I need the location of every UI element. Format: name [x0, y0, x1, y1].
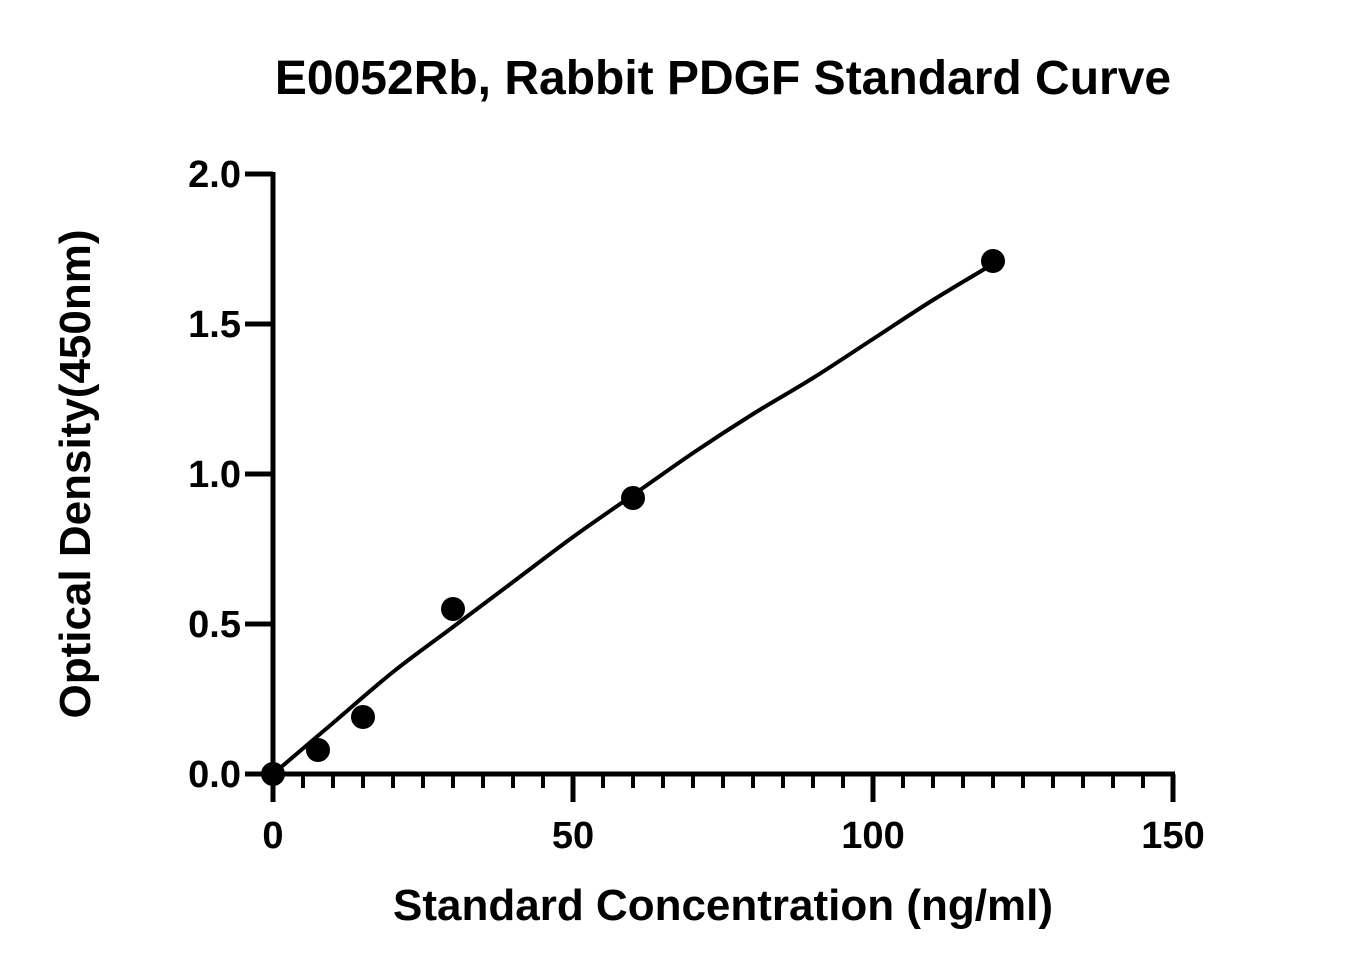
y-tick-label: 0.5 [188, 604, 241, 646]
y-tick-label: 2.0 [188, 154, 241, 196]
chart-title: E0052Rb, Rabbit PDGF Standard Curve [275, 52, 1171, 105]
x-tick-label: 100 [841, 815, 904, 857]
data-point [306, 738, 330, 762]
y-tick-label: 1.5 [188, 304, 241, 346]
y-axis-title: Optical Density(450nm) [51, 229, 100, 718]
data-point [351, 705, 375, 729]
data-point [441, 597, 465, 621]
data-point [981, 249, 1005, 273]
x-tick-label: 0 [262, 815, 283, 857]
x-axis-title: Standard Concentration (ng/ml) [393, 881, 1053, 930]
fit-curve-line [271, 262, 995, 776]
x-tick-label: 150 [1141, 815, 1204, 857]
y-tick-label: 1.0 [188, 454, 241, 496]
data-point [621, 486, 645, 510]
y-tick-label: 0.0 [188, 754, 241, 796]
x-tick-label: 50 [552, 815, 594, 857]
plot-area: 0.0 0.5 1.0 1.5 2.0 0 50 100 150 [188, 154, 1205, 857]
data-point [261, 762, 285, 786]
